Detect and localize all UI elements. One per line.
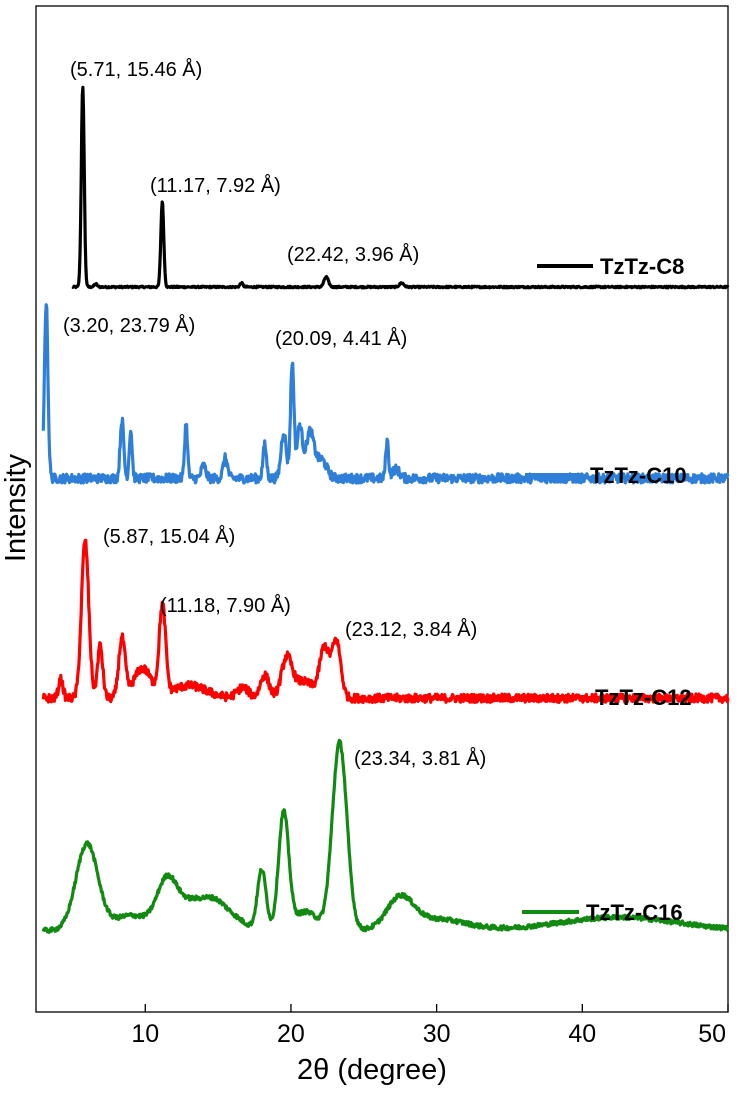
x-tick-label: 20 [277, 1020, 305, 1048]
plot-frame [35, 5, 729, 1013]
x-axis-title: 2θ (degree) [297, 1054, 447, 1086]
peak-annotation: (5.87, 15.04 Å) [103, 525, 235, 548]
x-axis-ticks: 10 20 30 40 50 [131, 1004, 729, 1048]
peak-annotation: (22.42, 3.96 Å) [287, 243, 419, 266]
peak-annotation: (23.12, 3.84 Å) [345, 618, 477, 641]
series-line-tztz-c16 [41, 738, 730, 934]
peak-annotations: (5.71, 15.46 Å) (11.17, 7.92 Å) (22.42, 3.… [63, 58, 486, 770]
peak-annotation: (11.18, 7.90 Å) [160, 594, 291, 617]
legend-label: TzTz-C8 [600, 254, 684, 279]
x-tick-label: 30 [423, 1020, 451, 1048]
series-line-tztz-c10 [41, 303, 730, 485]
x-tick-label: 40 [568, 1020, 596, 1048]
series-line-tztz-c12 [41, 538, 730, 705]
x-tick-label: 50 [698, 1020, 726, 1048]
legend-label: TzTz-C16 [586, 900, 683, 925]
series-line-tztz-c8 [71, 85, 730, 290]
traces [41, 85, 730, 934]
y-axis-title: Intensity [0, 454, 32, 562]
peak-annotation: (23.34, 3.81 Å) [354, 747, 486, 770]
peak-annotation: (5.71, 15.46 Å) [70, 58, 202, 81]
legend-label: TzTz-C12 [595, 685, 692, 710]
legend-label: TzTz-C10 [590, 463, 687, 488]
x-tick-label: 10 [131, 1020, 159, 1048]
peak-annotation: (20.09, 4.41 Å) [275, 327, 407, 350]
legend-entries: TzTz-C8 TzTz-C10 TzTz-C12 TzTz-C16 [522, 254, 692, 925]
peak-annotation: (11.17, 7.92 Å) [150, 174, 281, 197]
peak-annotation: (3.20, 23.79 Å) [63, 314, 195, 337]
